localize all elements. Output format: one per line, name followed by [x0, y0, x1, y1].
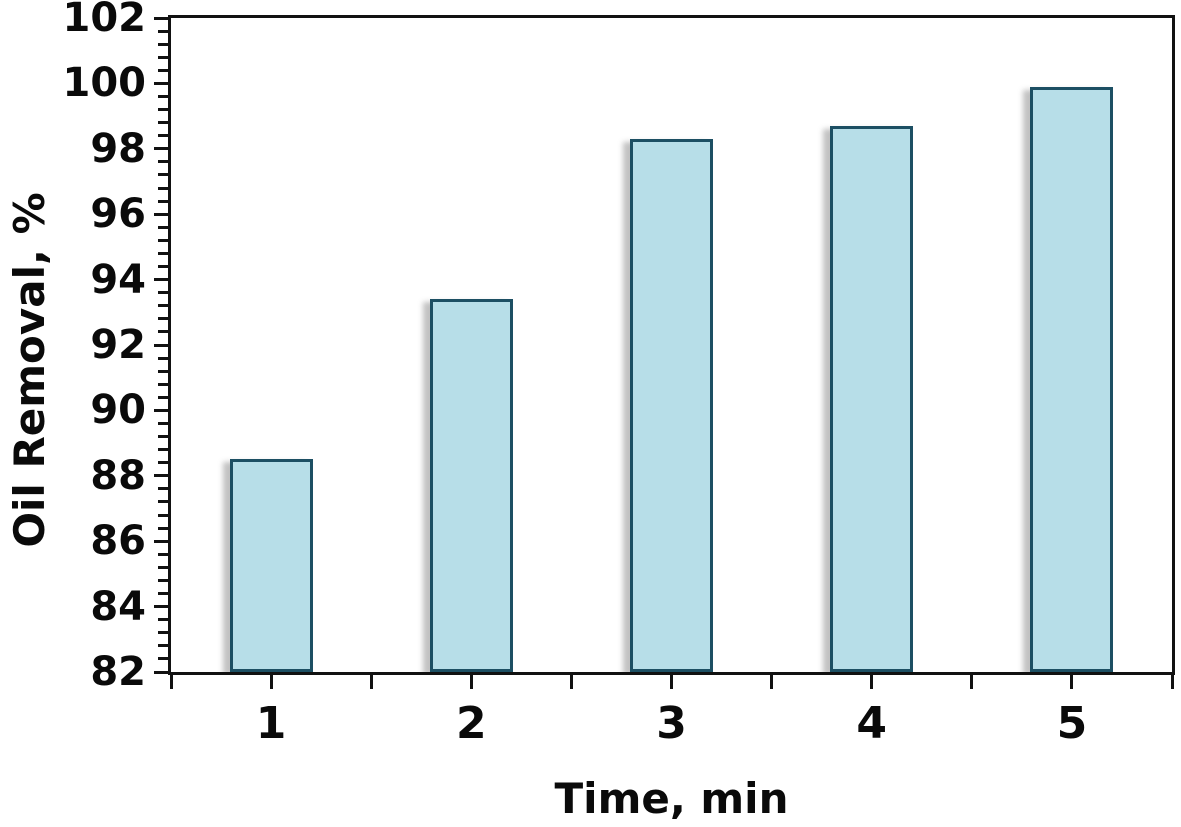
y-major-tick — [154, 474, 168, 478]
x-tick — [1170, 675, 1174, 689]
y-minor-tick — [158, 94, 168, 98]
y-minor-tick — [158, 121, 168, 125]
y-minor-tick — [158, 304, 168, 308]
y-minor-tick — [158, 356, 168, 360]
y-minor-tick — [158, 330, 168, 334]
x-axis-title: Time, min — [554, 774, 789, 823]
y-major-tick — [154, 343, 168, 347]
x-tick — [770, 675, 774, 689]
x-tick — [870, 675, 874, 689]
y-minor-tick — [158, 421, 168, 425]
y-minor-tick — [158, 251, 168, 255]
y-minor-tick — [158, 578, 168, 582]
bar — [429, 299, 513, 672]
bar — [1030, 86, 1114, 672]
y-minor-tick — [158, 461, 168, 465]
x-tick-label: 4 — [856, 698, 887, 749]
y-minor-tick — [158, 592, 168, 596]
y-minor-tick — [158, 225, 168, 229]
y-minor-tick — [158, 42, 168, 46]
y-minor-tick — [158, 631, 168, 635]
y-minor-tick — [158, 291, 168, 295]
y-minor-tick — [158, 173, 168, 177]
y-minor-tick — [158, 487, 168, 491]
y-minor-tick — [158, 395, 168, 399]
y-tick-label: 96 — [90, 191, 146, 238]
y-minor-tick — [158, 238, 168, 242]
x-tick — [469, 675, 473, 689]
y-tick-label: 98 — [90, 125, 146, 172]
x-tick-label: 2 — [455, 698, 487, 749]
y-major-tick — [154, 670, 168, 674]
y-tick-label: 94 — [90, 256, 146, 303]
x-tick-label: 5 — [1056, 698, 1088, 749]
x-tick — [1070, 675, 1074, 689]
y-minor-tick — [158, 369, 168, 373]
x-tick — [369, 675, 373, 689]
y-major-tick — [154, 81, 168, 85]
y-minor-tick — [158, 552, 168, 556]
y-tick-label: 82 — [90, 649, 146, 695]
y-minor-tick — [158, 513, 168, 517]
y-minor-tick — [158, 55, 168, 59]
y-major-tick — [154, 605, 168, 609]
y-minor-tick — [158, 29, 168, 33]
y-tick-label: 90 — [90, 387, 146, 434]
x-tick — [569, 675, 573, 689]
y-minor-tick — [158, 199, 168, 203]
y-major-tick — [154, 539, 168, 543]
y-tick-label: 100 — [62, 60, 147, 107]
x-tick — [970, 675, 974, 689]
y-major-tick — [154, 212, 168, 216]
y-minor-tick — [158, 108, 168, 112]
y-major-tick — [154, 16, 168, 20]
y-minor-tick — [158, 657, 168, 661]
y-minor-tick — [158, 160, 168, 164]
y-tick-label: 92 — [90, 322, 146, 368]
y-tick-label: 102 — [62, 0, 147, 41]
y-major-tick — [154, 278, 168, 282]
y-minor-tick — [158, 134, 168, 138]
bar — [630, 138, 713, 672]
y-minor-tick — [158, 526, 168, 530]
bar — [830, 125, 914, 672]
y-tick-label: 88 — [90, 452, 146, 499]
y-minor-tick — [158, 618, 168, 622]
y-minor-tick — [158, 317, 168, 321]
y-minor-tick — [158, 382, 168, 386]
y-minor-tick — [158, 68, 168, 72]
y-minor-tick — [158, 448, 168, 452]
y-minor-tick — [158, 565, 168, 569]
y-major-tick — [154, 408, 168, 412]
x-tick — [269, 675, 273, 689]
x-tick-label: 3 — [656, 698, 687, 749]
x-tick — [169, 675, 173, 689]
y-minor-tick — [158, 435, 168, 439]
y-minor-tick — [158, 186, 168, 190]
bar — [229, 459, 313, 672]
plot-area — [168, 15, 1175, 675]
y-major-tick — [154, 147, 168, 151]
y-minor-tick — [158, 644, 168, 648]
x-tick — [670, 675, 673, 689]
y-tick-label: 86 — [90, 518, 146, 565]
x-tick-label: 1 — [255, 698, 287, 749]
y-tick-label: 84 — [90, 583, 146, 630]
y-minor-tick — [158, 265, 168, 269]
y-minor-tick — [158, 500, 168, 504]
